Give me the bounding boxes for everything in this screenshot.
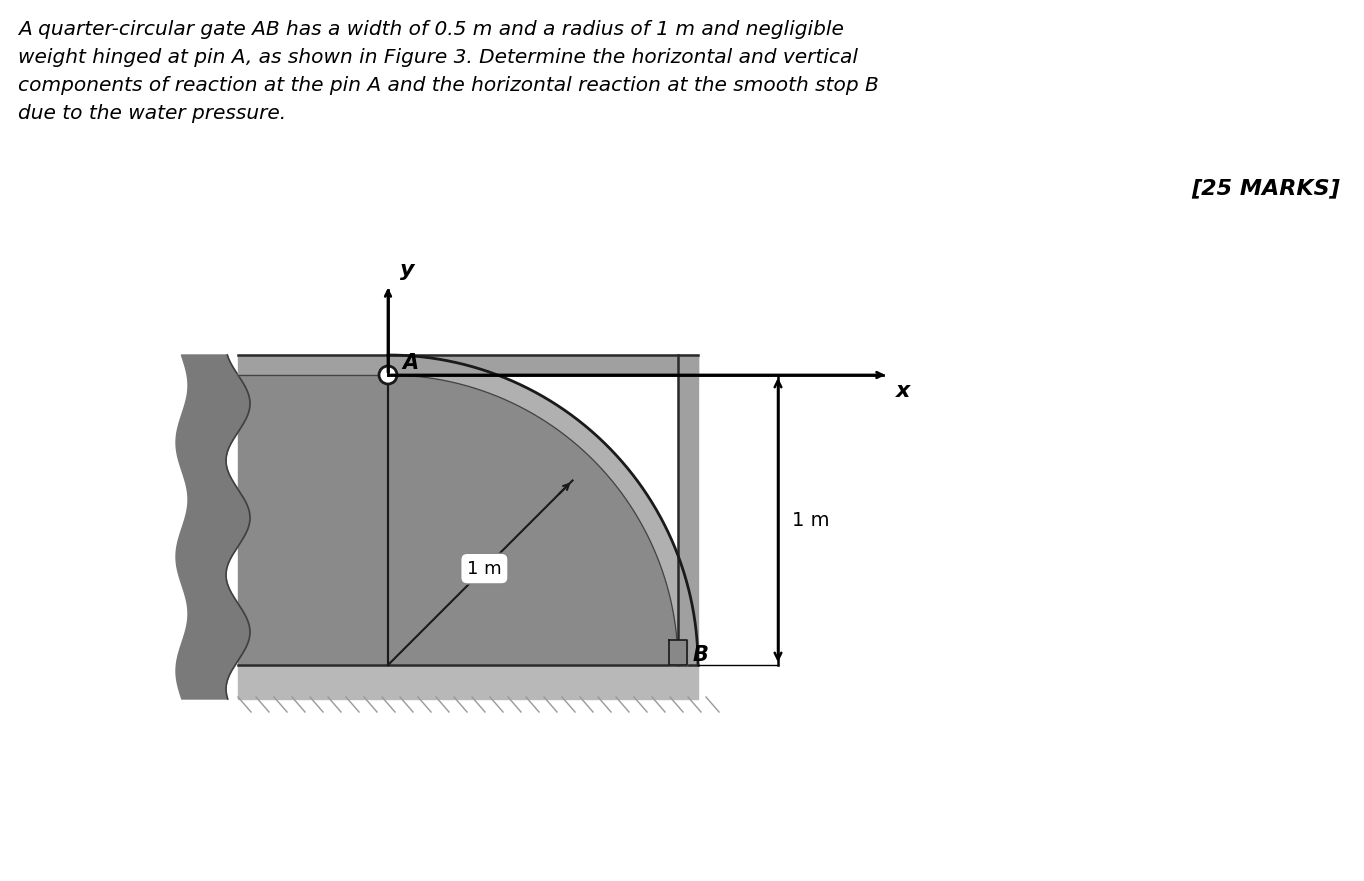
Polygon shape	[237, 355, 698, 375]
Text: 1 m: 1 m	[792, 510, 829, 529]
Text: [25 MARKS]: [25 MARKS]	[1191, 178, 1339, 198]
Text: components of reaction at the pin A and the horizontal reaction at the smooth st: components of reaction at the pin A and …	[18, 76, 878, 95]
Text: y: y	[400, 260, 415, 280]
Polygon shape	[668, 640, 687, 665]
Polygon shape	[678, 355, 698, 665]
Text: B: B	[693, 645, 709, 665]
Polygon shape	[237, 375, 387, 665]
Text: due to the water pressure.: due to the water pressure.	[18, 104, 286, 123]
Text: weight hinged at pin A, as shown in Figure 3. Determine the horizontal and verti: weight hinged at pin A, as shown in Figu…	[18, 48, 858, 67]
Polygon shape	[237, 665, 698, 699]
Text: A: A	[402, 353, 419, 373]
Text: 1 m: 1 m	[466, 559, 502, 578]
Polygon shape	[387, 375, 678, 665]
Text: A quarter-circular gate AB has a width of 0.5 m and a radius of 1 m and negligib: A quarter-circular gate AB has a width o…	[18, 20, 844, 39]
Text: x: x	[896, 381, 910, 401]
Circle shape	[379, 366, 397, 384]
Polygon shape	[176, 355, 250, 699]
Polygon shape	[387, 355, 698, 665]
